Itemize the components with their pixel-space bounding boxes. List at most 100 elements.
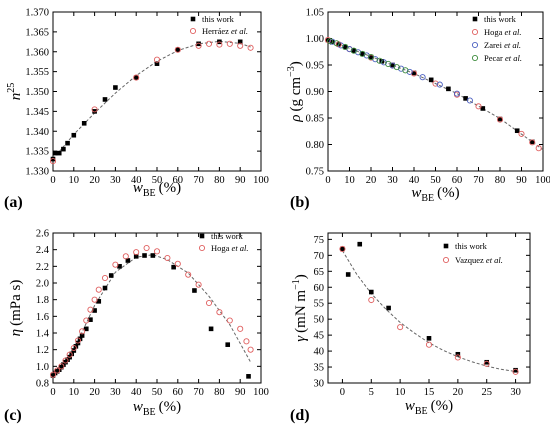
data-point-reference [327,38,334,45]
data-point-reference [66,351,73,358]
data-point-this-work [342,44,348,50]
data-point-reference [216,41,223,48]
data-point-this-work [345,272,351,277]
data-point-this-work [196,41,201,47]
x-tick-label: 30 [510,387,521,398]
y-tick-label: 1.2 [36,345,49,356]
data-point-this-work [455,351,461,357]
legend-entry: Pecar et al. [484,53,522,63]
x-tick-label: 60 [173,175,184,186]
data-point-reference [153,56,161,63]
data-point-reference [247,44,254,51]
data-point-reference [432,80,439,87]
data-point-this-work [150,253,156,258]
y-tick-label: 60 [314,283,325,294]
data-point-reference [367,54,375,61]
data-point-reference [243,338,250,345]
data-point-reference [174,260,181,267]
data-point-reference [83,317,90,324]
trend-line [52,254,252,377]
x-tick-label: 70 [193,387,204,398]
y-tick-label: 65 [314,267,325,278]
legend-entry: this work [484,14,517,24]
data-point-reference [368,296,375,304]
data-point-reference [95,286,102,293]
data-point-this-work [529,139,535,145]
y-tick-label: 1.340 [25,127,49,138]
legend: this work Vazquez et al. [442,241,503,265]
data-point-this-work [368,54,374,60]
x-tick-label: 80 [214,387,225,398]
data-point-this-work [340,246,345,252]
data-point-reference [143,244,150,252]
legend-entry: this work [202,14,235,24]
y-axis-label: n25 [6,83,24,101]
x-tick-label: 20 [453,387,464,398]
data-point-reference [153,248,161,255]
legend-entry: this work [455,241,488,251]
x-tick-label: 20 [89,175,100,186]
data-point-reference [122,253,129,260]
y-tick-label: 1.00 [306,34,324,45]
data-point-reference [79,328,86,335]
data-point-reference [195,42,202,49]
data-point-this-work [225,342,231,347]
y-tick-label: 0.95 [306,61,324,72]
data-point-this-work [117,264,122,269]
legend-marker [471,41,479,49]
data-point-reference [376,57,383,64]
y-tick-label: 40 [314,347,325,358]
x-tick-label: 80 [495,175,506,186]
data-point-reference [466,97,473,104]
data-point-reference [385,60,392,67]
x-tick-label: 90 [516,175,527,186]
data-point-reference [350,47,357,54]
data-point-this-work [71,132,77,138]
data-point-reference [496,116,504,123]
legend: this work Herráez et al. [189,14,248,36]
data-point-this-work [83,326,89,332]
legend-marker [198,244,206,252]
data-point-this-work [133,75,139,80]
panel-label: (a) [4,194,23,211]
x-tick-label: 80 [214,175,225,186]
data-point-this-work [208,326,214,332]
x-tick-label: 50 [430,175,441,186]
legend-marker [472,16,478,22]
data-point-reference [226,40,233,47]
data-point-reference [333,40,340,47]
y-axis-label: η(mPa s) [8,280,24,337]
data-point-this-work [514,128,520,134]
data-point-this-work [79,333,85,338]
data-point-reference [359,50,366,57]
legend-marker [443,243,449,249]
data-point-this-work [102,285,108,291]
x-tick-label: 90 [235,387,246,398]
data-point-reference [54,367,61,374]
data-point-reference [226,317,233,324]
trend-line [341,250,516,372]
data-point-this-work [108,273,114,278]
data-point-this-work [175,47,181,53]
data-point-this-work [56,150,62,156]
trend-line [327,39,544,151]
y-tick-label: 1.0 [36,362,49,373]
y-tick-label: 1.4 [36,329,50,340]
x-tick-label: 50 [152,387,163,398]
data-point-this-work [357,241,363,247]
data-point-this-work [426,336,432,341]
data-point-this-work [133,254,139,259]
data-point-this-work [246,374,251,379]
y-tick-label: 1.355 [25,67,49,78]
x-tick-label: 90 [235,175,246,186]
data-point-reference [174,46,181,53]
x-tick-label: 15 [424,387,435,398]
data-point-reference [342,43,349,51]
chart-panel-d: 0 5 10 15 20 25 30 30 35 40 45 50 55 60 65 70 75 this wor… [290,232,531,424]
x-tick-label: 70 [193,175,204,186]
y-tick-label: 1.335 [25,147,49,158]
data-point-this-work [446,86,451,92]
legend: this work Hoga et al. [198,231,249,253]
x-tick-label: 30 [110,175,121,186]
data-point-this-work [386,305,391,311]
